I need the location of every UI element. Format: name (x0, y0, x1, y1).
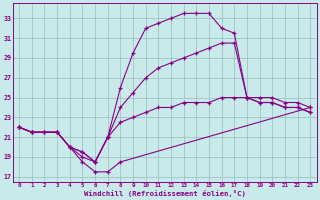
X-axis label: Windchill (Refroidissement éolien,°C): Windchill (Refroidissement éolien,°C) (84, 190, 246, 197)
